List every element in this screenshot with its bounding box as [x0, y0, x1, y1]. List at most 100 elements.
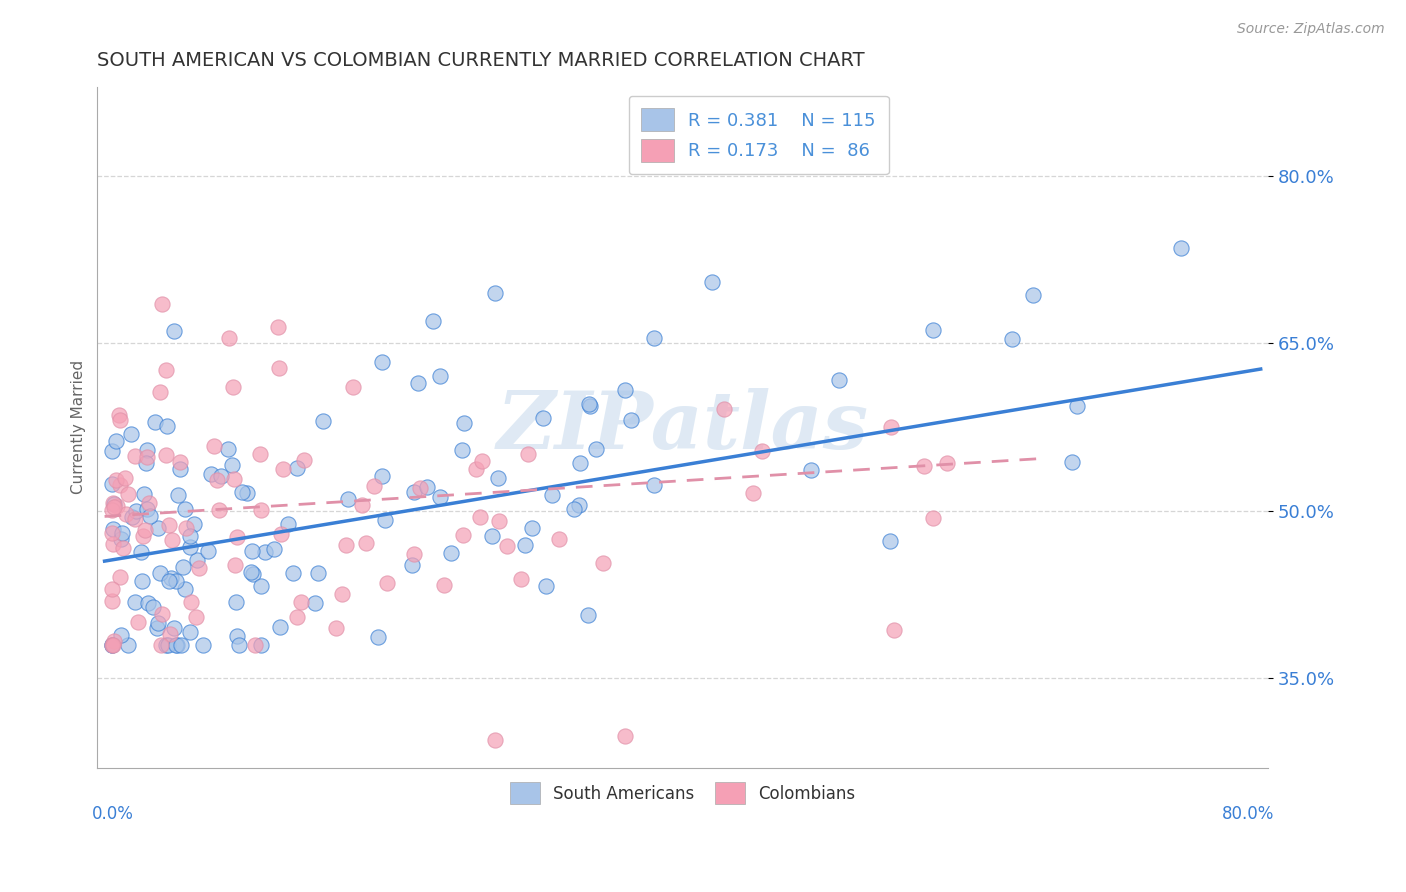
Text: ZIPatlas: ZIPatlas: [496, 388, 869, 466]
Point: [240, 544, 263, 558]
Point: [132, 487, 155, 501]
Point: [136, 443, 159, 458]
Point: [922, 323, 945, 337]
Point: [155, 363, 177, 377]
Point: [180, 595, 202, 609]
Point: [510, 573, 533, 587]
Legend: South Americans, Colombians: South Americans, Colombians: [503, 776, 862, 811]
Point: [110, 628, 132, 642]
Point: [429, 369, 451, 384]
Point: [335, 537, 357, 551]
Point: [166, 638, 188, 652]
Point: [101, 537, 124, 551]
Point: [139, 509, 162, 524]
Point: [713, 402, 735, 417]
Point: [108, 478, 131, 492]
Point: [163, 324, 186, 338]
Point: [110, 526, 132, 541]
Point: [484, 732, 506, 747]
Point: [292, 452, 315, 467]
Point: [101, 495, 124, 509]
Point: [440, 546, 463, 560]
Point: [912, 459, 935, 474]
Point: [150, 607, 173, 621]
Point: [422, 313, 444, 327]
Point: [429, 491, 451, 505]
Point: [107, 408, 129, 422]
Point: [228, 638, 250, 652]
Point: [433, 578, 456, 592]
Point: [160, 571, 183, 585]
Point: [129, 545, 152, 559]
Point: [114, 471, 136, 485]
Point: [350, 498, 373, 512]
Point: [337, 491, 360, 506]
Point: [155, 419, 177, 434]
Point: [148, 384, 170, 399]
Point: [159, 627, 181, 641]
Point: [200, 467, 222, 481]
Point: [879, 533, 901, 548]
Text: SOUTH AMERICAN VS COLOMBIAN CURRENTLY MARRIED CORRELATION CHART: SOUTH AMERICAN VS COLOMBIAN CURRENTLY MA…: [97, 51, 865, 70]
Point: [231, 484, 253, 499]
Point: [569, 456, 592, 470]
Point: [224, 473, 246, 487]
Point: [148, 521, 170, 535]
Point: [174, 502, 197, 516]
Point: [101, 526, 124, 541]
Point: [105, 500, 128, 514]
Point: [1021, 288, 1043, 302]
Point: [108, 412, 131, 426]
Point: [1062, 455, 1084, 469]
Point: [330, 586, 353, 600]
Point: [406, 376, 429, 390]
Point: [240, 565, 263, 579]
Point: [124, 594, 146, 608]
Point: [250, 638, 273, 652]
Point: [354, 535, 377, 549]
Point: [207, 503, 229, 517]
Point: [221, 458, 243, 473]
Point: [143, 415, 166, 429]
Point: [169, 455, 191, 469]
Point: [222, 380, 245, 394]
Point: [304, 596, 326, 610]
Point: [101, 638, 124, 652]
Point: [363, 479, 385, 493]
Point: [197, 544, 219, 558]
Point: [226, 629, 249, 643]
Point: [270, 526, 292, 541]
Point: [179, 529, 201, 543]
Point: [101, 638, 124, 652]
Point: [547, 533, 569, 547]
Point: [936, 457, 959, 471]
Point: [224, 558, 246, 572]
Point: [374, 513, 396, 527]
Point: [155, 448, 177, 462]
Point: [184, 610, 207, 624]
Point: [285, 461, 308, 475]
Point: [127, 615, 149, 629]
Point: [169, 462, 191, 476]
Point: [166, 638, 188, 652]
Point: [163, 621, 186, 635]
Point: [531, 410, 554, 425]
Point: [108, 570, 131, 584]
Point: [267, 319, 290, 334]
Point: [613, 730, 636, 744]
Point: [124, 504, 146, 518]
Point: [120, 426, 142, 441]
Point: [471, 454, 494, 468]
Point: [142, 599, 165, 614]
Point: [173, 582, 195, 597]
Point: [751, 444, 773, 458]
Point: [828, 373, 851, 387]
Point: [249, 579, 271, 593]
Point: [179, 540, 201, 554]
Point: [578, 397, 600, 411]
Point: [921, 511, 943, 525]
Point: [149, 638, 172, 652]
Point: [416, 480, 439, 494]
Point: [150, 297, 173, 311]
Point: [249, 447, 271, 461]
